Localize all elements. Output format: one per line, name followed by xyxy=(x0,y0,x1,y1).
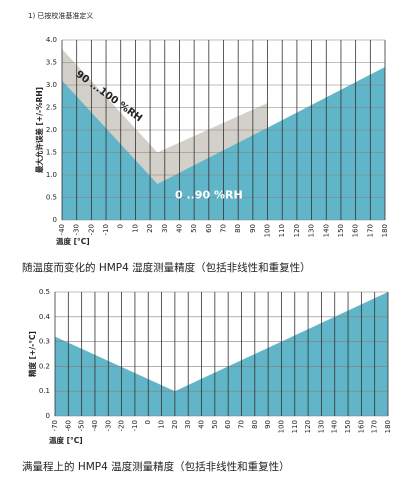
y-tick-label: 0.4 xyxy=(39,313,51,321)
y-tick-label: 3.5 xyxy=(46,59,57,67)
x-tick-label: 110 xyxy=(278,224,286,237)
note: 1) 已按校准基准定义 xyxy=(28,11,93,20)
x-axis-label: 温度 [°C] xyxy=(49,435,83,445)
x-tick-label: 0 xyxy=(117,224,125,228)
area xyxy=(55,292,388,416)
x-tick-label: 80 xyxy=(234,224,242,233)
x-tick-label: 70 xyxy=(237,420,245,429)
x-tick-label: -50 xyxy=(78,420,86,431)
x-tick-label: -10 xyxy=(102,224,110,235)
x-tick-label: 170 xyxy=(371,420,379,433)
x-tick-label: 20 xyxy=(171,420,179,429)
area xyxy=(62,67,385,220)
y-axis-label: 精度 [+/-°C] xyxy=(27,331,37,377)
y-axis-label: 最大允许误差 [+/-%RH] xyxy=(34,87,44,173)
x-tick-label: -10 xyxy=(131,420,139,431)
x-tick-label: 100 xyxy=(277,420,285,433)
y-tick-label: 0.3 xyxy=(39,338,50,346)
y-tick-label: 1.0 xyxy=(46,171,57,179)
x-tick-label: 160 xyxy=(357,420,365,433)
x-tick-label: 20 xyxy=(146,224,154,233)
x-tick-label: 10 xyxy=(131,224,139,233)
x-tick-label: 150 xyxy=(344,420,352,433)
x-tick-label: 130 xyxy=(308,224,316,237)
x-tick-label: -20 xyxy=(87,224,95,235)
x-tick-label: 50 xyxy=(211,420,219,429)
series-label: 0 ..90 %RH xyxy=(175,188,243,201)
y-tick-label: 0 xyxy=(46,412,50,420)
x-tick-label: 60 xyxy=(224,420,232,429)
y-tick-label: 0.2 xyxy=(39,362,50,370)
x-tick-label: 30 xyxy=(161,224,169,233)
x-tick-label: 170 xyxy=(366,224,374,237)
x-tick-label: 80 xyxy=(251,420,259,429)
y-tick-label: 1.5 xyxy=(46,149,57,157)
x-tick-label: 40 xyxy=(175,224,183,233)
x-tick-label: 180 xyxy=(384,420,392,433)
y-tick-label: 3.0 xyxy=(46,81,57,89)
y-tick-label: 0 xyxy=(53,216,57,224)
caption: 满量程上的 HMP4 温度测量精度（包括非线性和重复性） xyxy=(22,460,290,473)
x-tick-label: 90 xyxy=(264,420,272,429)
x-tick-label: -70 xyxy=(51,420,59,431)
x-tick-label: -30 xyxy=(104,420,112,431)
x-tick-label: 0 xyxy=(144,420,152,424)
x-tick-label: -30 xyxy=(73,224,81,235)
x-tick-label: 110 xyxy=(291,420,299,433)
x-tick-label: 140 xyxy=(331,420,339,433)
x-tick-label: 120 xyxy=(293,224,301,237)
x-tick-label: 130 xyxy=(317,420,325,433)
x-tick-label: 90 xyxy=(249,224,257,233)
x-axis-label: 温度 [°C] xyxy=(56,236,90,246)
x-tick-label: 10 xyxy=(158,420,166,429)
x-tick-label: 60 xyxy=(205,224,213,233)
x-tick-label: -60 xyxy=(64,420,72,431)
x-tick-label: 50 xyxy=(190,224,198,233)
y-tick-label: 4.0 xyxy=(46,36,57,44)
x-tick-label: -20 xyxy=(118,420,126,431)
x-tick-label: 40 xyxy=(198,420,206,429)
x-tick-label: 70 xyxy=(220,224,228,233)
x-tick-label: 140 xyxy=(322,224,330,237)
caption: 随温度而变化的 HMP4 湿度测量精度（包括非线性和重复性） xyxy=(22,261,311,274)
x-tick-label: 30 xyxy=(184,420,192,429)
x-tick-label: 120 xyxy=(304,420,312,433)
x-tick-label: 160 xyxy=(352,224,360,237)
x-tick-label: -40 xyxy=(91,420,99,431)
y-tick-label: 0.5 xyxy=(46,194,57,202)
y-tick-label: 0.5 xyxy=(39,288,50,296)
x-tick-label: 150 xyxy=(337,224,345,237)
y-tick-label: 2.0 xyxy=(46,126,57,134)
x-tick-label: 100 xyxy=(264,224,272,237)
x-tick-label: -40 xyxy=(58,224,66,235)
y-tick-label: 0.1 xyxy=(39,387,50,395)
y-tick-label: 2.5 xyxy=(46,104,57,112)
x-tick-label: 180 xyxy=(381,224,389,237)
